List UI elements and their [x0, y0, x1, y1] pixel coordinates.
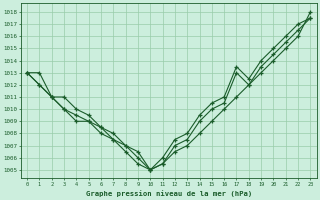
X-axis label: Graphe pression niveau de la mer (hPa): Graphe pression niveau de la mer (hPa): [86, 190, 252, 197]
